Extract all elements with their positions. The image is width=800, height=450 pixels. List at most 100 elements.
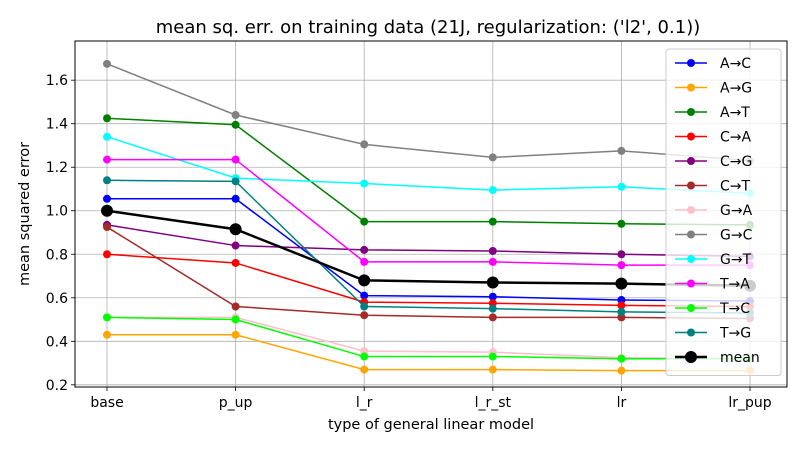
y-tick-label: 0.6 <box>46 291 68 307</box>
data-point <box>488 352 497 361</box>
legend-swatch-marker <box>687 230 695 239</box>
data-point <box>231 315 240 324</box>
legend-label: G→C <box>720 228 753 244</box>
legend-swatch-marker <box>687 132 695 141</box>
data-point <box>488 246 497 255</box>
data-point <box>360 291 369 300</box>
series-layer <box>101 59 756 375</box>
data-point <box>231 330 240 339</box>
legend-label: C→G <box>720 154 752 170</box>
y-tick-label: 1.4 <box>46 117 68 133</box>
data-point <box>488 257 497 266</box>
data-point <box>360 257 369 266</box>
legend-label: C→T <box>720 179 751 195</box>
legend-swatch-marker <box>685 351 697 363</box>
data-point <box>617 261 626 270</box>
x-tick-label: l_r_st <box>475 395 512 411</box>
data-point <box>103 114 111 123</box>
series-line <box>106 316 750 360</box>
legend-label: T→A <box>719 277 750 293</box>
series-7 <box>103 59 754 165</box>
series-line <box>106 136 751 195</box>
series-line <box>106 253 751 308</box>
legend-box <box>665 48 782 376</box>
y-tick-label: 0.2 <box>46 378 68 394</box>
series-line <box>106 179 751 314</box>
chart-title: mean sq. err. on training data (21J, reg… <box>156 17 700 38</box>
x-axis-label: type of general linear model <box>328 417 534 433</box>
data-point <box>103 155 111 164</box>
data-point <box>231 241 240 250</box>
series-11 <box>103 176 754 318</box>
data-point <box>103 59 111 68</box>
legend-label: mean <box>720 350 760 366</box>
y-axis-label: mean squared error <box>17 142 33 286</box>
y-tick-label: 1.2 <box>46 160 68 176</box>
data-point <box>488 292 497 301</box>
legend-item: A→T <box>675 105 750 121</box>
data-point <box>231 194 240 203</box>
series-line <box>107 316 751 360</box>
data-point <box>617 219 626 228</box>
data-point <box>615 277 628 290</box>
x-tick-label: l_r <box>356 395 373 411</box>
series-line <box>106 117 751 226</box>
legend-swatch-marker <box>687 279 695 288</box>
data-point <box>486 276 499 289</box>
legend-swatch-marker <box>687 157 695 165</box>
legend-swatch-marker <box>687 206 695 214</box>
data-point <box>488 217 497 226</box>
data-point <box>617 182 626 191</box>
legend-item: A→C <box>675 56 751 72</box>
data-point <box>488 153 497 162</box>
data-point <box>360 365 369 374</box>
legend-swatch-marker <box>687 255 695 263</box>
legend-item: A→G <box>675 81 752 97</box>
legend-item: C→A <box>675 130 752 146</box>
data-point <box>103 313 111 322</box>
x-axis-ticks: base p_up l_r l_r_st lr lr_pup <box>90 387 772 411</box>
y-tick-label: 0.4 <box>46 334 68 350</box>
x-tick-label: lr_pup <box>728 395 771 411</box>
data-point <box>617 146 626 155</box>
series-2 <box>103 114 754 229</box>
data-point <box>360 352 369 361</box>
data-point <box>360 302 369 311</box>
data-point <box>231 302 240 311</box>
legend-item: T→A <box>675 277 750 293</box>
x-tick-label: base <box>90 395 123 411</box>
y-axis-ticks: 0.2 0.4 0.6 0.8 1.0 1.2 1.4 1.6 <box>46 73 75 394</box>
series-line <box>106 226 751 320</box>
series-line <box>106 224 751 258</box>
data-point <box>231 155 240 164</box>
legend-item: G→T <box>675 252 752 268</box>
legend-swatch-marker <box>687 83 695 92</box>
legend: A→C A→G A→T C→A C→G C→T G→A G→C G→T T→A T→C T→G mean <box>665 48 782 376</box>
data-point <box>231 120 240 129</box>
legend-item: G→C <box>675 228 753 244</box>
data-point <box>488 365 497 374</box>
data-point <box>360 311 369 320</box>
data-point <box>617 307 626 316</box>
legend-label: A→T <box>720 105 750 121</box>
plot-frame <box>74 40 788 388</box>
data-point <box>488 313 497 322</box>
x-tick-label: p_up <box>219 395 253 411</box>
legend-item: G→A <box>675 203 753 219</box>
legend-item: C→T <box>675 179 751 195</box>
data-point <box>103 250 111 259</box>
legend-swatch-marker <box>687 181 695 190</box>
data-point <box>617 250 626 259</box>
legend-label: G→T <box>720 252 752 268</box>
data-point <box>103 176 111 185</box>
series-line <box>106 209 751 288</box>
data-point <box>103 330 111 339</box>
series-line <box>107 158 750 266</box>
data-point <box>360 217 369 226</box>
legend-label: T→G <box>719 326 751 342</box>
data-point <box>231 177 240 186</box>
data-point <box>360 245 369 254</box>
legend-swatch-marker <box>687 328 695 337</box>
legend-label: A→G <box>720 81 752 97</box>
data-point <box>358 274 371 287</box>
